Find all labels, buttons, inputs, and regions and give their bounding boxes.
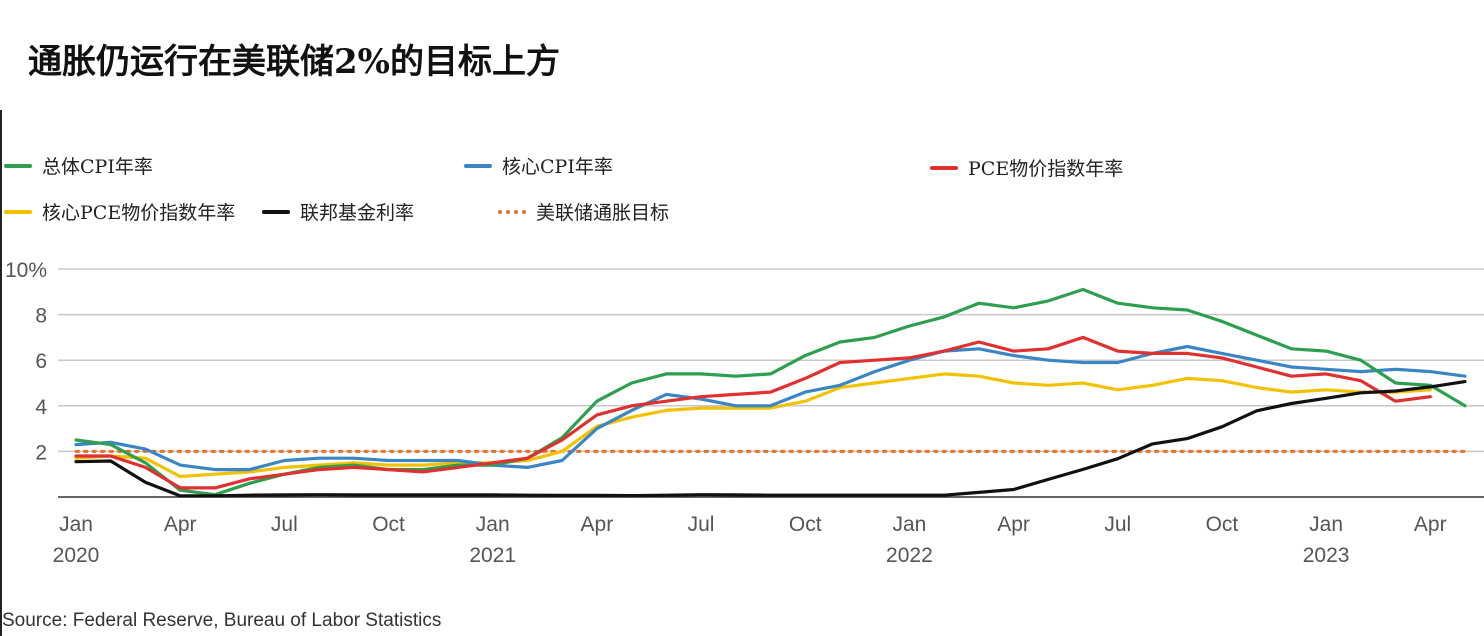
- x-tick-year-label: 2021: [469, 544, 516, 567]
- chart-title: 通胀仍运行在美联储2%的目标上方: [28, 42, 560, 82]
- legend-label: PCE物价指数年率: [968, 158, 1124, 180]
- series-lines: [74, 287, 1467, 498]
- y-tick-label: 8: [35, 305, 47, 328]
- x-tick-label: Apr: [581, 513, 614, 536]
- series-line: [74, 335, 1432, 490]
- legend-item: 美联储通胀目标: [498, 198, 669, 225]
- left-rule: [0, 110, 2, 636]
- series-line: [74, 344, 1467, 472]
- x-tick-label: Jan: [59, 513, 93, 536]
- x-tick-label: Jul: [1104, 513, 1131, 536]
- legend-item: 联邦基金利率: [262, 198, 414, 225]
- legend-item: 核心PCE物价指数年率: [4, 198, 235, 225]
- line-chart: 2 4 6 8 10% Jan 2020 Apr Jul Oct Jan 2021 Apr Jul Oct…: [5, 259, 1484, 567]
- x-tick-year-label: 2020: [53, 544, 100, 567]
- legend-label: 核心PCE物价指数年率: [42, 202, 236, 224]
- legend-label: 联邦基金利率: [300, 202, 415, 224]
- x-tick-label: Jan: [892, 513, 926, 536]
- series-line: [74, 372, 1432, 479]
- legend-swatch: [262, 209, 290, 214]
- legend-item: 核心CPI年率: [464, 152, 613, 179]
- series-line: [74, 380, 1467, 498]
- x-tick-label: Oct: [372, 513, 405, 536]
- y-tick-label: 4: [35, 396, 47, 419]
- source-note: Source: Federal Reserve, Bureau of Labor…: [2, 610, 442, 631]
- x-axis-tick-labels: Jan 2020 Apr Jul Oct Jan 2021 Apr Jul Oct Jan 2022 A…: [53, 513, 1447, 567]
- x-tick-year-label: 2023: [1303, 544, 1350, 567]
- legend-swatch: [498, 209, 526, 214]
- x-tick-label: Jul: [271, 513, 298, 536]
- x-tick-label: Apr: [1414, 513, 1447, 536]
- x-tick-label: Jan: [1309, 513, 1343, 536]
- legend-label: 核心CPI年率: [502, 156, 613, 178]
- x-tick-label: Oct: [789, 513, 822, 536]
- legend-swatch: [464, 163, 492, 168]
- legend-label: 美联储通胀目标: [536, 202, 670, 224]
- legend-swatch: [4, 209, 32, 214]
- legend-swatch: [930, 165, 958, 170]
- legend-item: 总体CPI年率: [4, 152, 153, 179]
- x-tick-label: Apr: [997, 513, 1030, 536]
- legend-label: 总体CPI年率: [42, 156, 153, 178]
- x-tick-label: Jul: [688, 513, 715, 536]
- y-axis-tick-labels: 2 4 6 8 10%: [5, 259, 47, 464]
- x-tick-year-label: 2022: [886, 544, 933, 567]
- x-tick-label: Oct: [1206, 513, 1239, 536]
- legend-swatch: [4, 163, 32, 168]
- y-tick-label: 6: [35, 350, 47, 373]
- y-tick-label: 10%: [5, 259, 47, 282]
- legend-item: PCE物价指数年率: [930, 154, 1123, 181]
- y-tick-label: 2: [35, 441, 47, 464]
- x-tick-label: Apr: [164, 513, 197, 536]
- x-tick-label: Jan: [476, 513, 510, 536]
